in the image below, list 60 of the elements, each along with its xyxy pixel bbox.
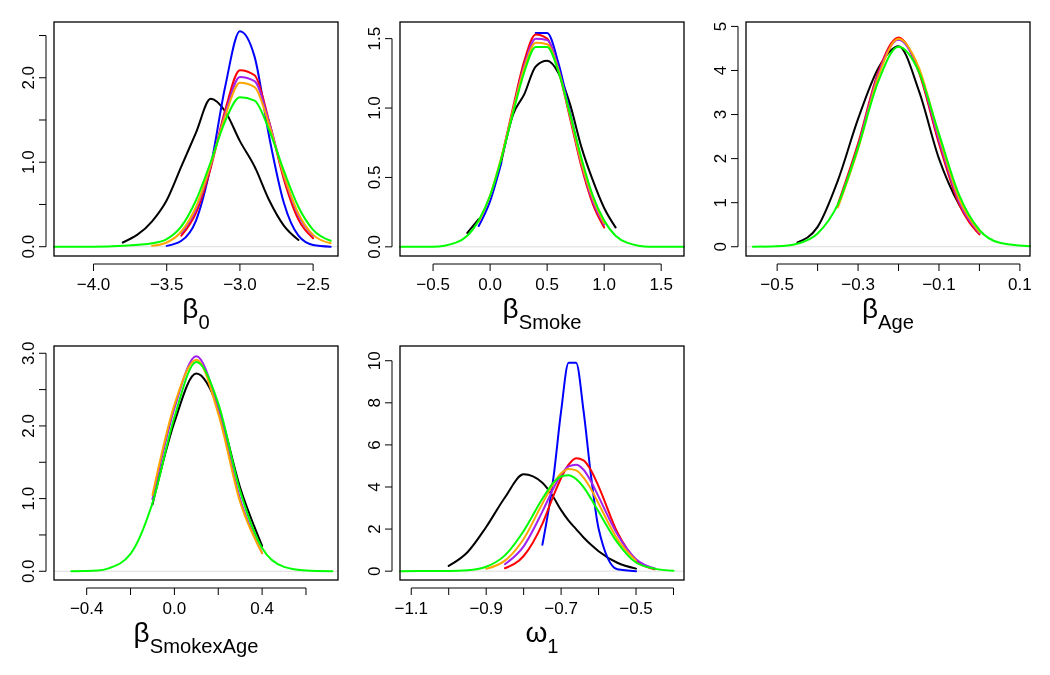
x-axis-title: ω$_{1}$ <box>525 617 559 657</box>
y-tick-label: 2.0 <box>19 65 38 90</box>
y-tick-label: 0.0 <box>19 234 38 259</box>
x-tick-label: −0.1 <box>922 275 956 294</box>
y-tick-label: 5 <box>711 21 730 32</box>
x-tick-label: 0.1 <box>1008 275 1032 294</box>
x-tick-label: −0.5 <box>619 599 653 618</box>
line-series <box>447 473 638 570</box>
line-series <box>70 360 334 573</box>
line-series <box>151 81 332 247</box>
y-tick-label: 0.0 <box>19 559 38 584</box>
line-series <box>477 41 606 225</box>
line-series <box>121 97 300 244</box>
x-tick-label: −0.5 <box>416 275 450 294</box>
y-tick-label: 3 <box>711 109 730 120</box>
x-axis-title: β$_{0}$ <box>182 293 210 333</box>
x-tick-label: 0.0 <box>162 599 187 618</box>
x-tick-label: −3.5 <box>149 275 184 294</box>
x-tick-label: −3.0 <box>223 275 257 294</box>
x-tick-label: −0.4 <box>69 599 104 618</box>
x-tick-label: −0.5 <box>760 275 794 294</box>
y-tick-label: 6 <box>365 440 384 450</box>
line-series <box>485 467 638 570</box>
y-tick-label: 4 <box>365 482 384 492</box>
x-tick-label: −0.3 <box>841 275 875 294</box>
x-tick-label: −0.7 <box>544 599 578 618</box>
y-tick-label: 0 <box>711 242 730 252</box>
x-axis-title: β$_{SmokexAge}$ <box>133 617 259 657</box>
x-tick-label: −4.0 <box>76 275 111 294</box>
y-tick-label: 0 <box>365 566 384 576</box>
y-tick-label: 2.0 <box>19 414 38 438</box>
line-series <box>751 45 1031 248</box>
line-series <box>541 361 638 573</box>
y-tick-label: 2 <box>365 524 384 534</box>
y-tick-label: 0.0 <box>365 235 384 259</box>
y-tick-label: 0.5 <box>365 165 384 190</box>
y-tick-label: 8 <box>365 398 384 408</box>
y-tick-label: 1.0 <box>19 486 38 511</box>
line-series <box>399 474 675 573</box>
line-series <box>165 30 332 248</box>
y-tick-label: 2 <box>711 153 730 164</box>
x-tick-label: 0.4 <box>250 599 274 618</box>
y-tick-label: 1.0 <box>365 96 384 120</box>
line-series <box>399 45 685 248</box>
line-series <box>53 96 332 248</box>
x-tick-label: 0.5 <box>535 275 559 294</box>
x-tick-label: 0.0 <box>478 275 502 294</box>
y-tick-label: 1.5 <box>365 26 384 51</box>
x-tick-label: −1.1 <box>394 599 429 618</box>
x-tick-label: 1.5 <box>649 275 674 294</box>
y-tick-label: 1.0 <box>19 150 38 175</box>
y-tick-label: 4 <box>711 65 730 76</box>
x-tick-label: −0.9 <box>469 599 503 618</box>
x-axis-title: β$_{Smoke}$ <box>502 293 582 333</box>
x-axis-title: β$_{Age}$ <box>862 293 914 333</box>
x-tick-label: 1.0 <box>592 275 616 294</box>
y-tick-label: 3.0 <box>19 341 38 366</box>
y-tick-label: 1 <box>711 197 730 208</box>
y-tick-label: 10 <box>365 351 384 371</box>
x-tick-label: −2.5 <box>296 275 330 294</box>
